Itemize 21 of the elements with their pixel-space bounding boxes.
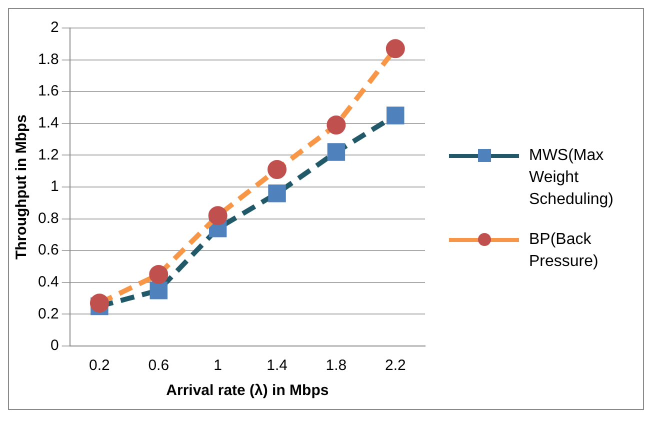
y-tick-label: 0.2 — [38, 305, 59, 322]
y-tick-label: 0 — [50, 337, 59, 354]
y-tick-label: 1.6 — [38, 82, 59, 100]
x-tick-label: 1 — [214, 357, 222, 374]
x-tick-label: 0.2 — [89, 357, 110, 374]
legend-label: MWS(Max Weight Scheduling) — [529, 146, 614, 210]
y-tick-label: 0.8 — [38, 210, 59, 227]
x-tick-label: 1.4 — [266, 357, 288, 374]
y-tick-label: 1.2 — [38, 146, 59, 164]
y-axis-title: Throughput in Mbps — [13, 114, 30, 260]
x-tick-label: 0.6 — [148, 357, 170, 374]
x-tick-label: 2.2 — [384, 357, 406, 374]
y-tick-label: 1.8 — [38, 50, 59, 68]
y-tick-label: 1.4 — [38, 114, 59, 132]
x-axis-title: Arrival rate (λ) in Mbps — [166, 382, 329, 400]
y-tick-label: 0.6 — [38, 242, 59, 259]
y-tick-label: 2 — [50, 19, 59, 36]
y-tick-label: 0.4 — [38, 274, 59, 291]
legend-label: BP(Back Pressure) — [529, 230, 600, 272]
x-tick-label: 1.8 — [326, 357, 347, 374]
y-tick-label: 1 — [50, 178, 59, 196]
